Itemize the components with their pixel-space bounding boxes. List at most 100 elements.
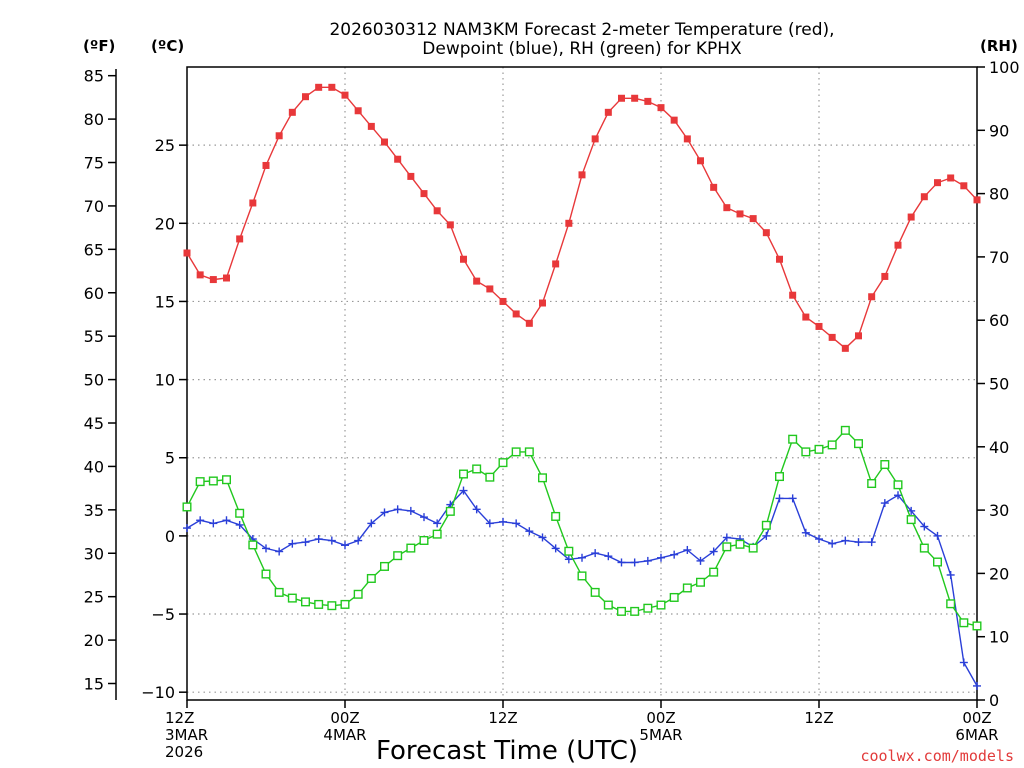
celsius-tick-label: 20 <box>155 214 175 233</box>
chart-title-line2: Dewpoint (blue), RH (green) for KPHX <box>422 39 742 59</box>
temperature-point <box>828 333 836 341</box>
temperature-point <box>381 138 388 146</box>
rh-point <box>485 472 495 482</box>
rh-tick-label: 10 <box>989 628 1009 647</box>
temperature-point <box>354 107 362 115</box>
rh-tick-label: 80 <box>989 185 1009 204</box>
rh-point <box>933 557 943 567</box>
rh-point <box>906 515 916 525</box>
dewpoint-point <box>196 516 205 525</box>
dewpoint-point <box>578 553 586 562</box>
rh-point <box>208 476 218 486</box>
dewpoint-point <box>341 541 349 550</box>
dewpoint-point <box>894 491 902 500</box>
temperature-point <box>776 255 783 263</box>
rh-point <box>880 460 890 470</box>
fahrenheit-tick-label: 30 <box>84 544 104 563</box>
rh-point <box>643 603 653 613</box>
temperature-point <box>855 332 862 340</box>
temperature-point <box>631 94 639 102</box>
fahrenheit-tick-label: 70 <box>84 197 104 216</box>
rh-point <box>524 447 534 457</box>
x-tick-label: 00Z <box>962 709 991 727</box>
rh-point <box>551 511 561 521</box>
rh-point <box>748 543 758 553</box>
rh-point <box>854 439 864 449</box>
dewpoint-point <box>867 538 876 547</box>
fahrenheit-tick-label: 25 <box>84 588 104 607</box>
dewpoint-point <box>854 538 863 547</box>
rh-point <box>511 447 521 457</box>
temperature-line <box>186 86 978 350</box>
rh-point <box>814 444 824 454</box>
dewpoint-point <box>920 522 929 531</box>
temperature-point <box>710 183 718 191</box>
temperature-point <box>565 219 573 227</box>
temperature-point <box>907 213 915 221</box>
dewpoint-point <box>222 516 231 525</box>
dewpoint-point <box>235 520 244 529</box>
rh-point <box>419 535 429 545</box>
rh-tick-label: 40 <box>989 438 1009 457</box>
temperature-point <box>947 174 955 182</box>
rh-point <box>182 502 192 512</box>
fahrenheit-tick-label: 20 <box>84 631 104 650</box>
rh-point <box>827 440 837 450</box>
dewpoint-point <box>933 531 942 540</box>
temperature-point <box>973 196 981 204</box>
temperature-point <box>723 204 731 212</box>
temperature-point <box>657 104 665 112</box>
temperature-point <box>920 193 928 201</box>
rh-unit-label: (RH) <box>980 37 1018 55</box>
rh-point <box>287 593 297 603</box>
grid-lines <box>187 67 977 700</box>
dewpoint-point <box>433 519 442 528</box>
temperature-point <box>881 272 889 280</box>
temperature-point <box>604 108 612 116</box>
temperature-point <box>552 260 560 268</box>
dewpoint-point <box>959 658 968 667</box>
temperature-point <box>789 291 797 299</box>
celsius-unit-label: (ºC) <box>151 37 184 55</box>
temperature-point <box>315 83 323 91</box>
temperature-point <box>486 285 494 293</box>
dewpoint-point <box>485 519 494 528</box>
temperature-point <box>697 157 704 165</box>
rh-point <box>459 469 469 479</box>
rh-point <box>761 520 771 530</box>
rh-point <box>840 425 850 435</box>
series-dewpoint <box>183 486 981 690</box>
fahrenheit-tick-label: 40 <box>84 457 104 476</box>
temperature-point <box>420 190 428 198</box>
temperature-point <box>736 210 744 218</box>
rh-point <box>603 600 613 610</box>
temperature-point <box>934 179 941 187</box>
dewpoint-point <box>209 519 218 528</box>
x-axis-title: Forecast Time (UTC) <box>376 736 638 766</box>
dewpoint-point <box>762 531 771 540</box>
rh-point <box>393 551 403 561</box>
rh-point <box>590 587 600 597</box>
celsius-tick-label: 5 <box>165 449 175 468</box>
fahrenheit-tick-label: 35 <box>84 501 104 520</box>
rh-point <box>893 480 903 490</box>
temperature-point <box>578 171 586 179</box>
temperature-point <box>749 215 757 223</box>
rh-point <box>353 589 363 599</box>
x-tick-label: 5MAR <box>639 726 682 744</box>
credit-text: coolwx.com/models <box>860 747 1014 765</box>
temperature-point <box>525 319 533 327</box>
dewpoint-point <box>538 533 547 542</box>
temperature-point <box>539 299 546 307</box>
x-tick-label: 4MAR <box>323 726 366 744</box>
temperature-point <box>236 235 244 243</box>
temperature-point <box>960 182 968 190</box>
dewpoint-point <box>499 517 507 526</box>
rh-point <box>538 473 548 483</box>
rh-point <box>235 508 245 518</box>
temperature-point <box>815 322 823 330</box>
temperature-point <box>433 207 441 215</box>
dewpoint-point <box>683 545 692 554</box>
dewpoint-point <box>183 524 191 533</box>
